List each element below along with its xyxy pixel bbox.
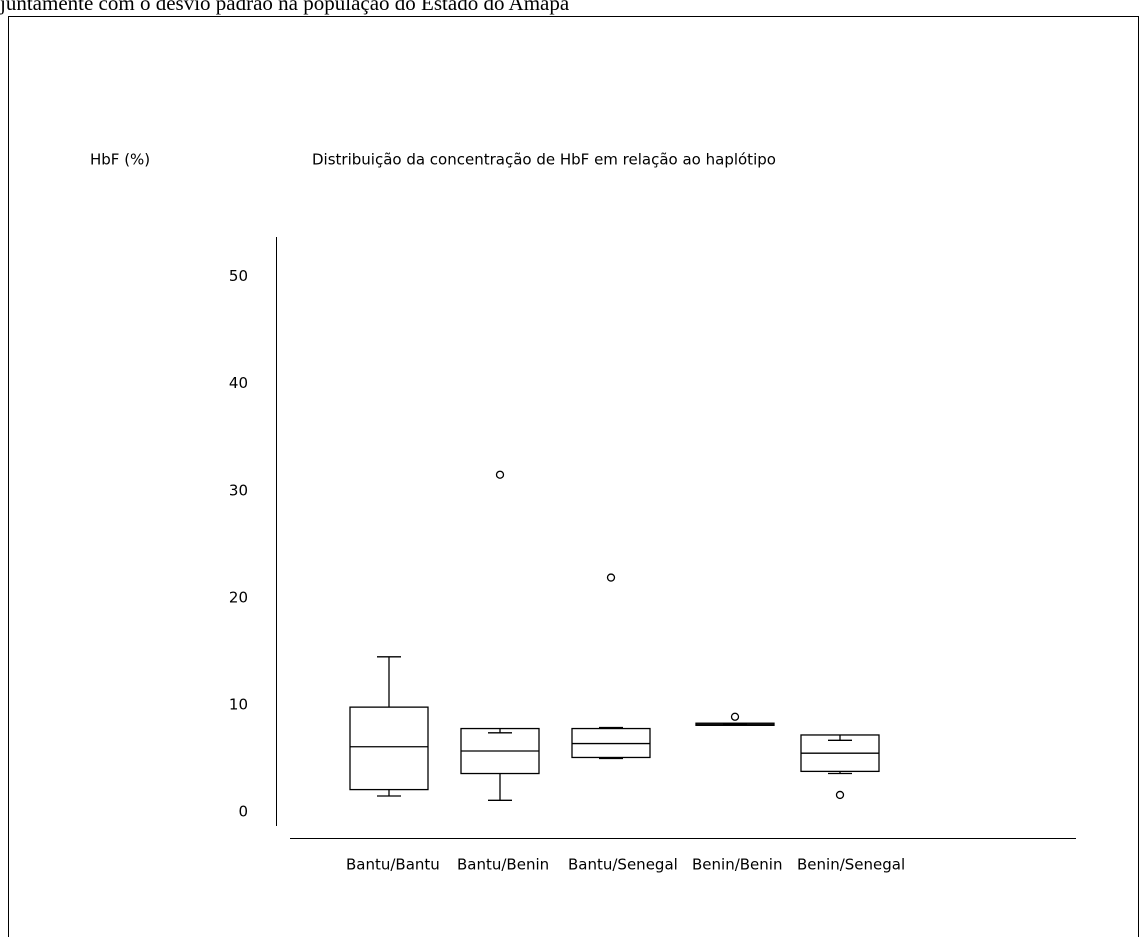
outlier: [606, 573, 616, 582]
y-tick-label: 50: [229, 267, 248, 285]
x-tick-label: Benin/Benin: [692, 856, 782, 874]
box: [349, 706, 429, 791]
outlier: [835, 790, 845, 800]
header-text: juntamente com o desvio padrão na popula…: [0, 0, 570, 15]
y-axis-label: HbF (%): [90, 151, 150, 169]
y-tick-label: 10: [229, 695, 248, 713]
outlier: [730, 712, 740, 721]
y-tick-label: 0: [238, 803, 248, 821]
x-tick-label: Bantu/Benin: [457, 856, 549, 874]
x-tick-label: Bantu/Senegal: [568, 856, 678, 874]
chart-title: Distribuição da concentração de HbF em r…: [312, 151, 776, 169]
y-tick-label: 40: [229, 374, 248, 392]
outlier: [495, 470, 505, 479]
y-tick-label: 30: [229, 481, 248, 499]
x-tick-label: Bantu/Bantu: [346, 856, 440, 874]
frame: [8, 16, 1139, 937]
y-tick-label: 20: [229, 588, 248, 606]
x-tick-label: Benin/Senegal: [797, 856, 905, 874]
